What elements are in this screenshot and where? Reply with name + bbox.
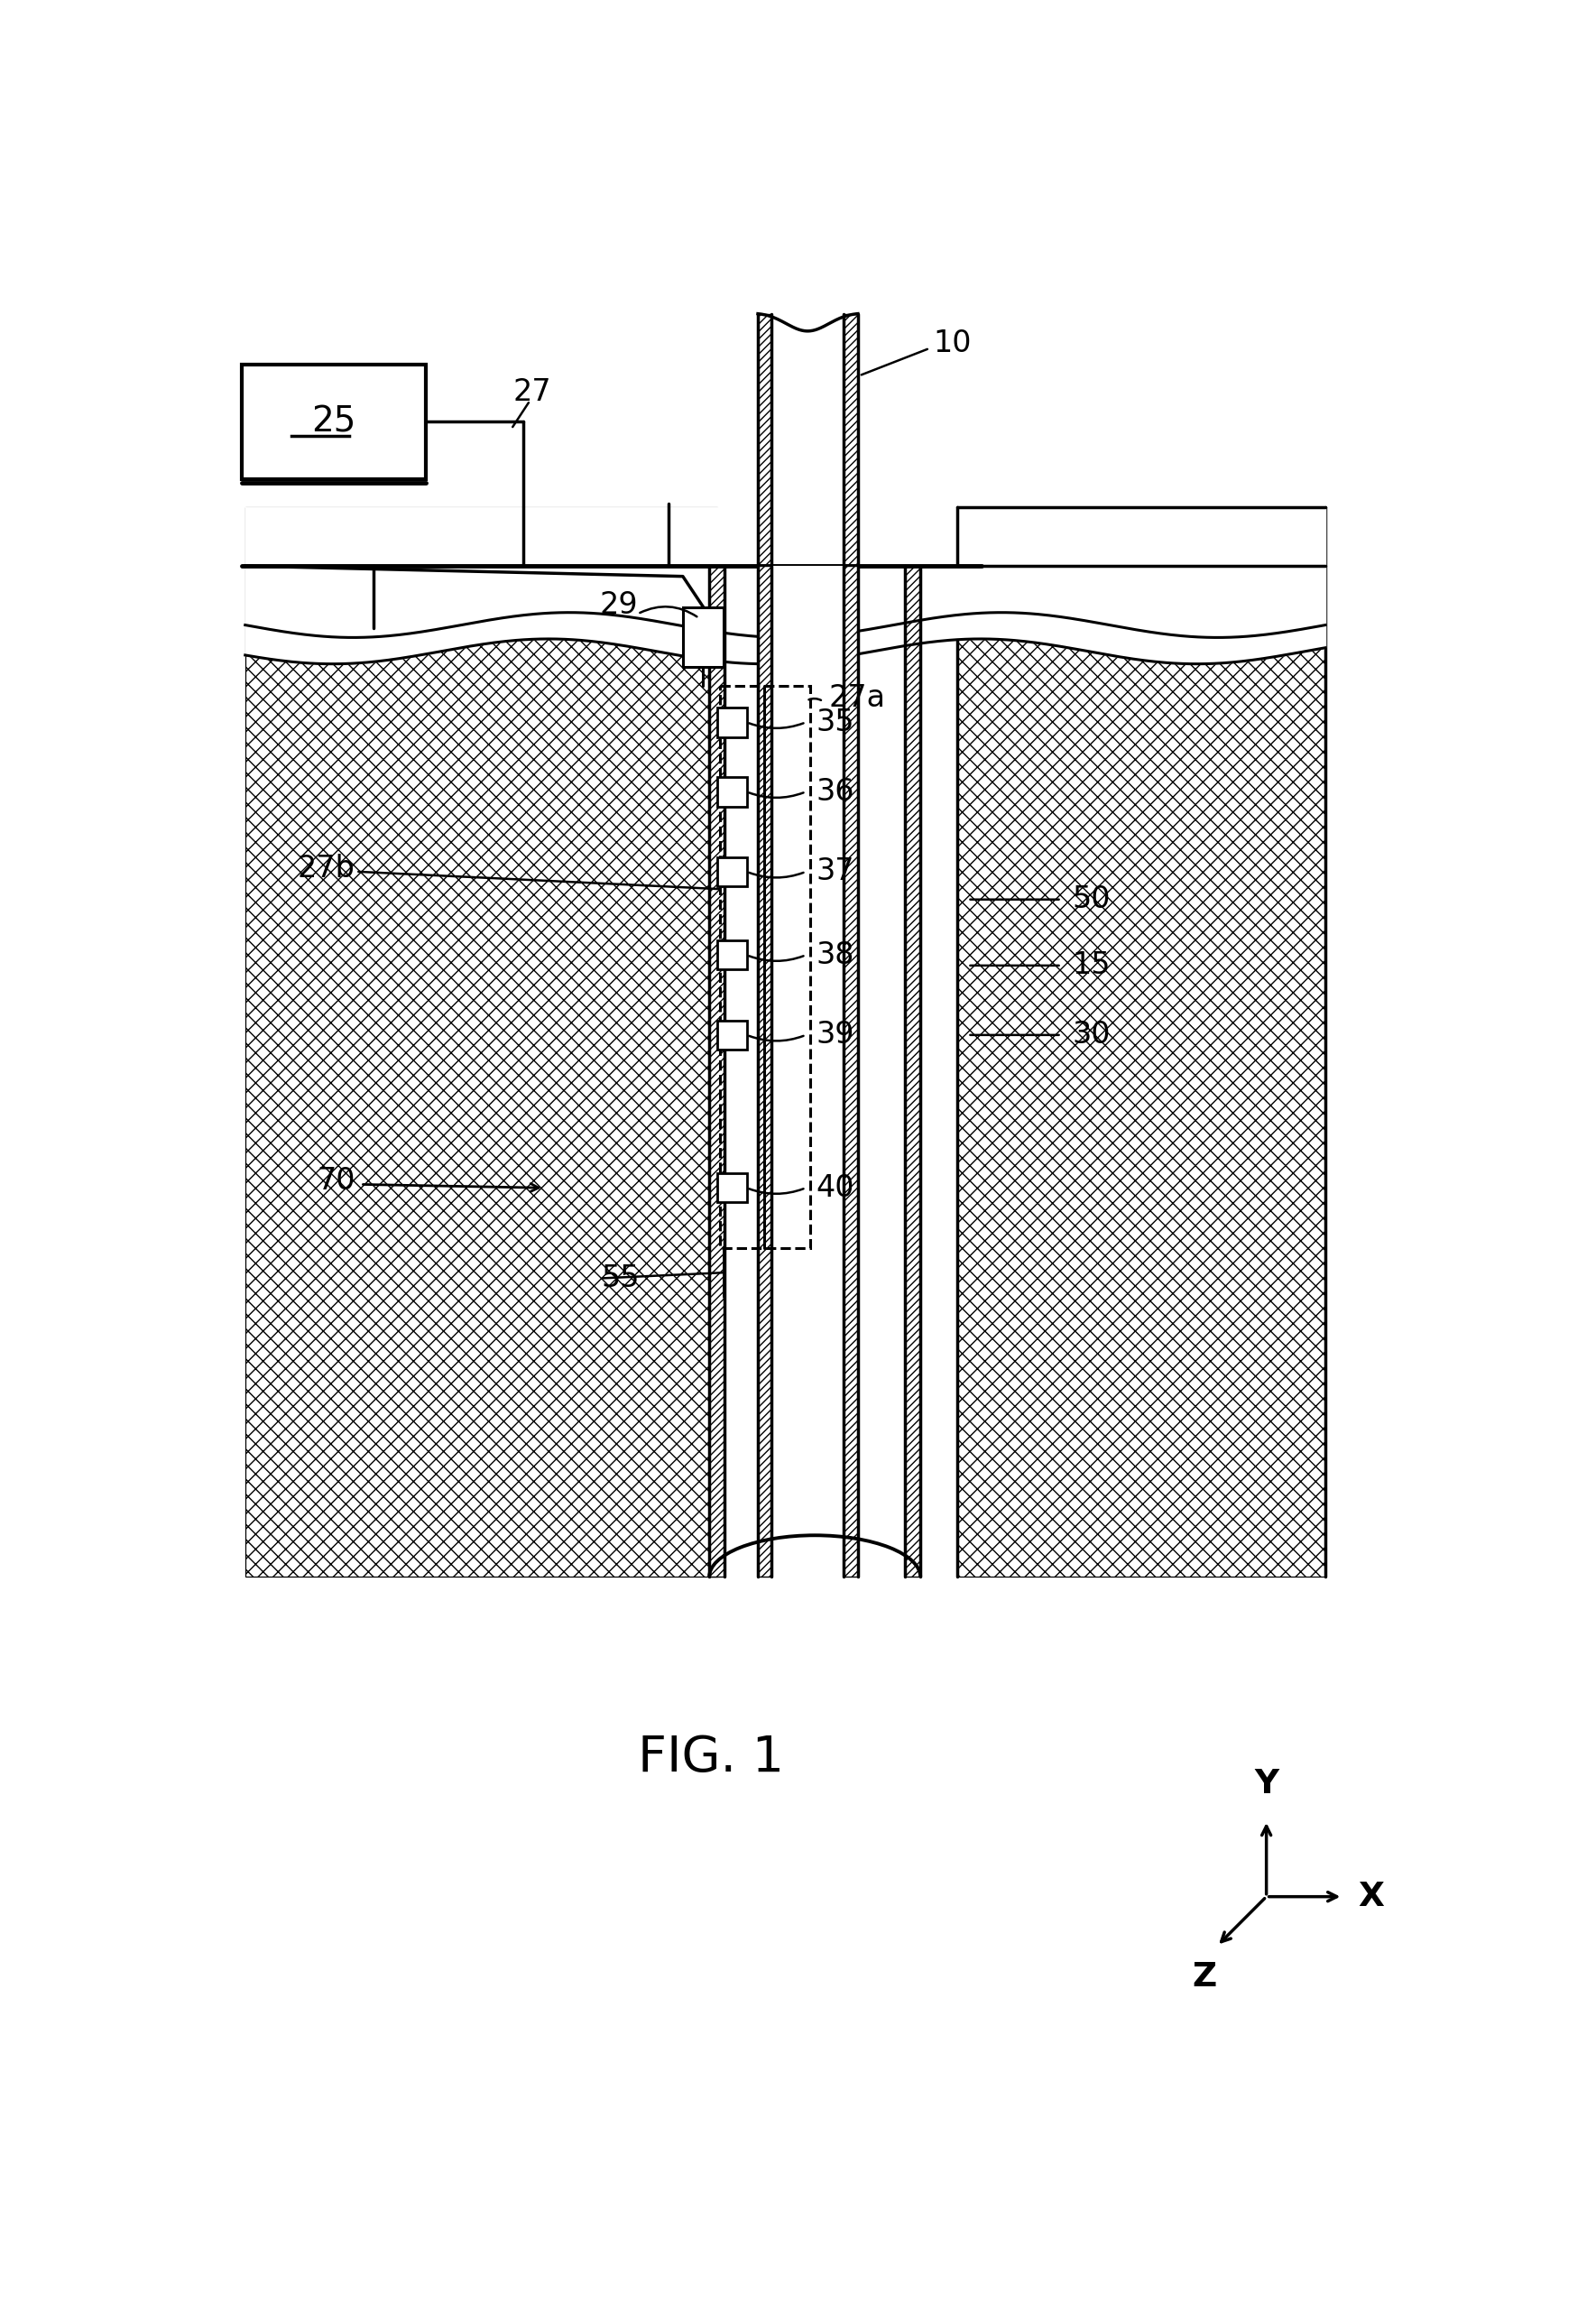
- Text: 38: 38: [816, 939, 854, 969]
- Bar: [772, 567, 844, 1577]
- Text: Y: Y: [1254, 1767, 1278, 1802]
- Text: FIG. 1: FIG. 1: [637, 1732, 784, 1781]
- Bar: [720, 685, 809, 1249]
- Text: 36: 36: [816, 777, 854, 807]
- Text: X: X: [1358, 1880, 1384, 1913]
- Text: 27a: 27a: [828, 682, 886, 712]
- Text: 40: 40: [816, 1173, 854, 1203]
- Text: 37: 37: [816, 856, 854, 886]
- Polygon shape: [905, 567, 921, 1577]
- Text: 27: 27: [512, 377, 551, 407]
- Polygon shape: [958, 507, 1325, 1577]
- Bar: [725, 567, 905, 1577]
- Text: 35: 35: [816, 708, 854, 738]
- Polygon shape: [758, 315, 772, 567]
- Text: 70: 70: [316, 1166, 354, 1196]
- Bar: [718, 708, 747, 738]
- Polygon shape: [246, 507, 718, 1577]
- Text: 25: 25: [311, 405, 356, 439]
- Bar: [718, 941, 747, 969]
- Bar: [718, 1020, 747, 1050]
- Text: Z: Z: [1192, 1961, 1216, 1994]
- Text: 10: 10: [934, 328, 972, 359]
- Text: 30: 30: [1073, 1020, 1111, 1050]
- Text: 27b: 27b: [297, 853, 354, 884]
- Bar: [241, 365, 426, 479]
- Polygon shape: [844, 567, 859, 1577]
- Polygon shape: [758, 567, 772, 1577]
- Text: 55: 55: [602, 1263, 640, 1293]
- Text: 50: 50: [1073, 884, 1111, 914]
- Polygon shape: [844, 315, 859, 567]
- Bar: [718, 777, 747, 807]
- Bar: [718, 858, 747, 886]
- Text: 39: 39: [816, 1020, 854, 1050]
- Polygon shape: [709, 567, 725, 1577]
- Text: 15: 15: [1073, 951, 1111, 981]
- Bar: [683, 608, 723, 666]
- Bar: [718, 1173, 747, 1203]
- Text: 29: 29: [598, 590, 638, 620]
- Bar: [772, 315, 844, 567]
